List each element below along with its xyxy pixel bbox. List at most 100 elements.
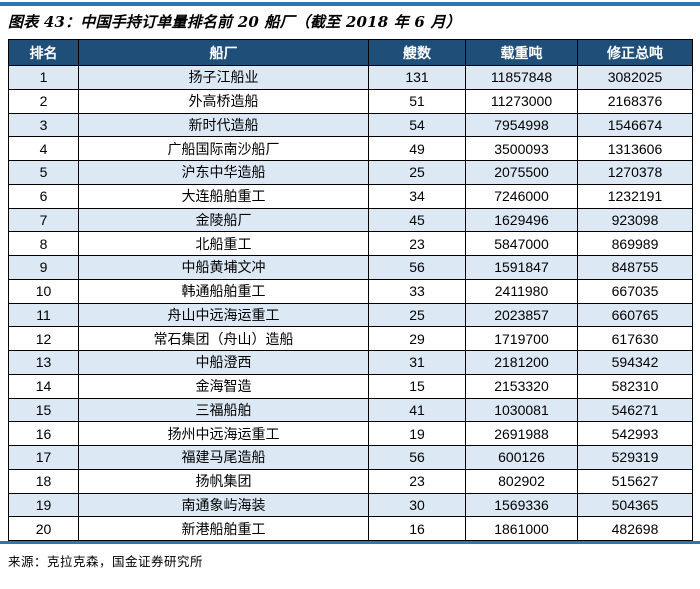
cgt-cell: 482698	[577, 516, 693, 541]
dwt-cell: 7954998	[465, 112, 578, 138]
vessel-count-cell: 25	[368, 302, 466, 328]
table-row: 18 扬帆集团 23 802902 515627	[8, 468, 693, 494]
dwt-cell: 600126	[465, 445, 578, 470]
rank-cell: 19	[8, 492, 79, 518]
vessel-count-cell: 56	[368, 255, 466, 280]
shipyard-cell: 舟山中远海运重工	[78, 302, 369, 328]
shipyard-cell: 北船重工	[78, 231, 369, 256]
cgt-header: 修正总吨	[577, 39, 693, 66]
vessel-count-cell: 23	[368, 231, 466, 256]
vessel-count-cell: 19	[368, 421, 466, 446]
cgt-cell: 848755	[577, 255, 693, 280]
shipyard-cell: 扬州中远海运重工	[78, 421, 369, 446]
rank-cell: 2	[8, 88, 79, 114]
shipyard-cell: 新港船舶重工	[78, 516, 369, 541]
shipyard-cell: 中船澄西	[78, 350, 369, 375]
cgt-cell: 1232191	[577, 183, 693, 209]
cgt-cell: 3082025	[577, 65, 693, 90]
dwt-cell: 7246000	[465, 183, 578, 209]
shipyard-cell: 常石集团（舟山）造船	[78, 326, 369, 351]
table-row: 13 中船澄西 31 2181200 594342	[8, 350, 693, 375]
rank-cell: 4	[8, 136, 79, 161]
table-row: 16 扬州中远海运重工 19 2691988 542993	[8, 421, 693, 446]
cgt-cell: 660765	[577, 302, 693, 328]
top-divider	[0, 2, 700, 6]
vessel-count-cell: 30	[368, 492, 466, 518]
dwt-cell: 2181200	[465, 350, 578, 375]
dwt-header: 载重吨	[465, 39, 578, 66]
figure-title: 图表 43：中国手持订单量排名前 20 船厂（截至 2018 年 6 月）	[8, 13, 461, 31]
cgt-cell: 617630	[577, 326, 693, 351]
rank-cell: 16	[8, 421, 79, 446]
header-row: 排名 船厂 艘数 载重吨 修正总吨	[8, 39, 693, 66]
dwt-cell: 2023857	[465, 302, 578, 328]
vessel-count-header: 艘数	[368, 39, 466, 66]
rank-cell: 12	[8, 326, 79, 351]
dwt-cell: 2411980	[465, 278, 578, 304]
shipyard-cell: 新时代造船	[78, 112, 369, 138]
table-row: 17 福建马尾造船 56 600126 529319	[8, 445, 693, 470]
shipyard-cell: 南通象屿海装	[78, 492, 369, 518]
rank-cell: 20	[8, 516, 79, 541]
table-body: 1 扬子江船业 131 11857848 3082025 2 外高桥造船 51 11273000…	[8, 65, 693, 541]
table-row: 10 韩通船舶重工 33 2411980 667035	[8, 278, 693, 304]
cgt-cell: 542993	[577, 421, 693, 446]
shipyard-cell: 外高桥造船	[78, 88, 369, 114]
vessel-count-cell: 33	[368, 278, 466, 304]
vessel-count-cell: 31	[368, 350, 466, 375]
vessel-count-cell: 45	[368, 207, 466, 233]
dwt-cell: 11857848	[465, 65, 578, 90]
rank-header: 排名	[8, 39, 79, 66]
shipyard-cell: 扬子江船业	[78, 65, 369, 90]
dwt-cell: 2075500	[465, 160, 578, 185]
shipyard-header: 船厂	[78, 39, 369, 66]
rank-cell: 5	[8, 160, 79, 185]
vessel-count-cell: 23	[368, 468, 466, 494]
shipyard-ranking-table: 排名 船厂 艘数 载重吨 修正总吨 1 扬子江船业 131 11857848 3082025 2 外…	[8, 39, 693, 541]
cgt-cell: 869989	[577, 231, 693, 256]
rank-cell: 14	[8, 373, 79, 399]
rank-cell: 17	[8, 445, 79, 470]
dwt-cell: 1591847	[465, 255, 578, 280]
vessel-count-cell: 16	[368, 516, 466, 541]
dwt-cell: 1569336	[465, 492, 578, 518]
table-row: 9 中船黄埔文冲 56 1591847 848755	[8, 255, 693, 280]
dwt-cell: 802902	[465, 468, 578, 494]
shipyard-cell: 三福船舶	[78, 397, 369, 423]
rank-cell: 8	[8, 231, 79, 256]
dwt-cell: 1719700	[465, 326, 578, 351]
cgt-cell: 1270378	[577, 160, 693, 185]
vessel-count-cell: 131	[368, 65, 466, 90]
table-row: 4 广船国际南沙船厂 49 3500093 1313606	[8, 136, 693, 161]
bottom-divider	[0, 541, 700, 544]
vessel-count-cell: 29	[368, 326, 466, 351]
vessel-count-cell: 15	[368, 373, 466, 399]
table-row: 14 金海智造 15 2153320 582310	[8, 373, 693, 399]
table-row: 11 舟山中远海运重工 25 2023857 660765	[8, 302, 693, 328]
shipyard-cell: 韩通船舶重工	[78, 278, 369, 304]
cgt-cell: 582310	[577, 373, 693, 399]
shipyard-cell: 金海智造	[78, 373, 369, 399]
cgt-cell: 667035	[577, 278, 693, 304]
table-row: 3 新时代造船 54 7954998 1546674	[8, 112, 693, 138]
rank-cell: 15	[8, 397, 79, 423]
dwt-cell: 2153320	[465, 373, 578, 399]
cgt-cell: 546271	[577, 397, 693, 423]
shipyard-cell: 金陵船厂	[78, 207, 369, 233]
shipyard-cell: 广船国际南沙船厂	[78, 136, 369, 161]
table-row: 7 金陵船厂 45 1629496 923098	[8, 207, 693, 233]
vessel-count-cell: 34	[368, 183, 466, 209]
rank-cell: 13	[8, 350, 79, 375]
source-note: 来源：克拉克森，国金证券研究所	[8, 554, 204, 569]
table-row: 15 三福船舶 41 1030081 546271	[8, 397, 693, 423]
table-row: 5 沪东中华造船 25 2075500 1270378	[8, 160, 693, 185]
table-row: 8 北船重工 23 5847000 869989	[8, 231, 693, 256]
table-header: 排名 船厂 艘数 载重吨 修正总吨	[8, 39, 693, 66]
shipyard-cell: 福建马尾造船	[78, 445, 369, 470]
cgt-cell: 529319	[577, 445, 693, 470]
cgt-cell: 2168376	[577, 88, 693, 114]
vessel-count-cell: 49	[368, 136, 466, 161]
dwt-cell: 5847000	[465, 231, 578, 256]
rank-cell: 6	[8, 183, 79, 209]
